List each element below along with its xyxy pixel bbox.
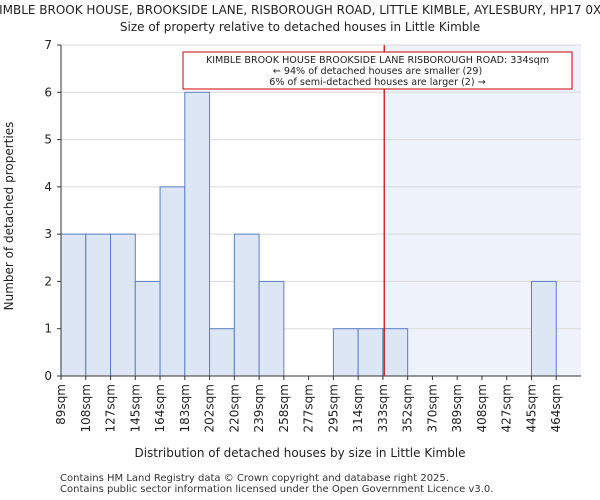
x-tick-label: 389sqm [450,384,464,432]
x-tick-label: 464sqm [549,384,563,432]
bar [382,328,409,377]
chart-subtitle: Size of property relative to detached ho… [120,20,480,34]
bar [60,233,87,377]
x-tick-label: 202sqm [203,384,217,432]
x-tick-label: 258sqm [277,384,291,432]
bar [134,280,161,377]
bar [85,233,112,377]
y-tick-label: 0 [44,369,52,383]
bar [209,328,235,377]
bar [357,328,384,377]
x-tick-label: 352sqm [401,384,415,432]
y-tick-label: 6 [44,85,52,99]
x-tick-label: 183sqm [178,384,192,432]
bar [233,233,260,377]
y-tick-label: 4 [44,180,52,194]
x-tick-label: 239sqm [252,384,266,432]
bar [332,328,359,377]
x-tick-label: 295sqm [326,384,340,432]
annotation-text-line2: ← 94% of detached houses are smaller (29… [273,66,482,77]
bar [258,280,285,377]
x-tick-label: 108sqm [79,384,93,432]
y-axis-label: Number of detached properties [2,122,16,311]
y-tick-label: 2 [44,274,52,288]
bar [110,233,136,377]
x-tick-label: 277sqm [302,384,316,432]
x-tick-label: 370sqm [425,384,439,432]
annotation-box [182,51,573,90]
x-tick-label: 89sqm [54,384,68,425]
y-tick-label: 1 [44,322,52,336]
bar [530,280,557,377]
bar [184,91,211,377]
x-tick-label: 314sqm [351,384,365,432]
x-tick-label: 408sqm [475,384,489,432]
x-tick-label: 445sqm [524,384,538,432]
x-axis-label: Distribution of detached houses by size … [134,446,465,460]
y-tick-label: 7 [44,38,52,52]
chart-title: KIMBLE BROOK HOUSE, BROOKSIDE LANE, RISB… [0,3,600,17]
annotation-text-line1: KIMBLE BROOK HOUSE BROOKSIDE LANE RISBOR… [206,55,549,66]
footer-copyright: Contains HM Land Registry data © Crown c… [60,473,449,484]
annotation-text-line3: 6% of semi-detached houses are larger (2… [269,77,486,88]
x-tick-label: 333sqm [376,384,390,432]
y-tick-label: 3 [44,227,52,241]
x-tick-label: 164sqm [153,384,167,432]
x-tick-label: 145sqm [128,384,142,432]
y-tick-label: 5 [44,133,52,147]
x-tick-label: 127sqm [104,384,118,432]
footer-licence: Contains public sector information licen… [60,484,494,495]
plot-area: 0 1 2 3 4 5 6 7 89sqm 108sqm 127sqm 145sqm 164sqm 183… [44,38,581,432]
bar [159,186,186,377]
x-tick-label: 220sqm [227,384,241,432]
x-tick-label: 427sqm [500,384,514,432]
